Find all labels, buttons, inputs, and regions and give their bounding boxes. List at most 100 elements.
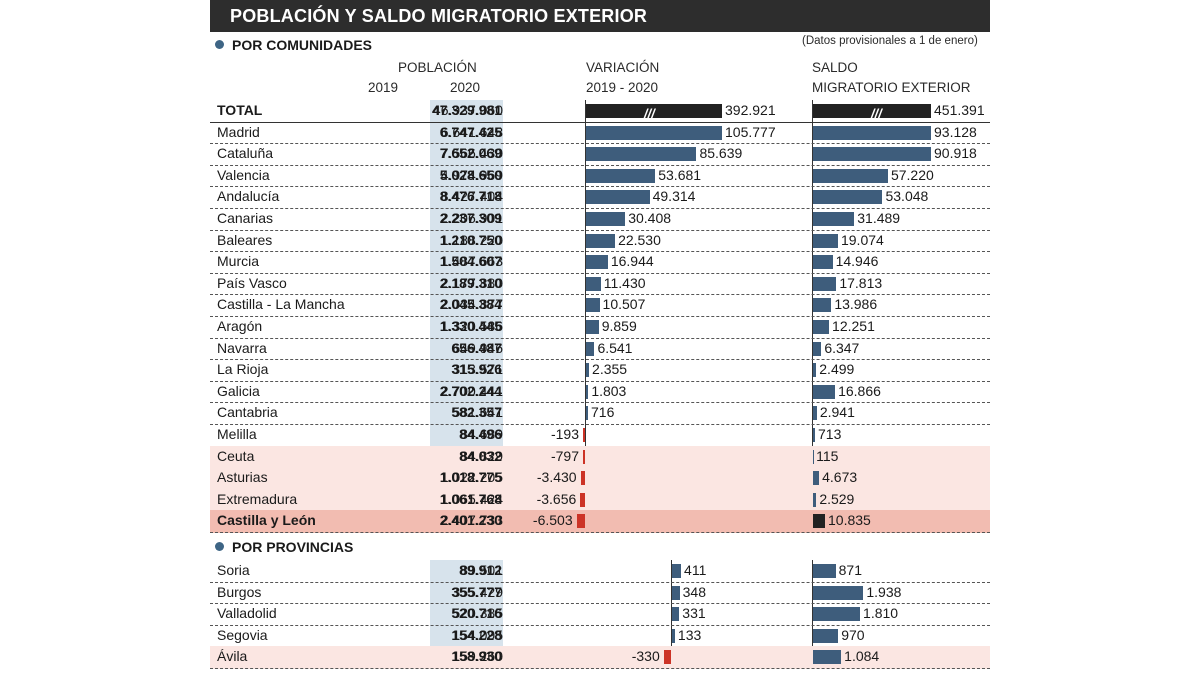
table-row: Melilla 84.689 84.496 -193 713 [210, 424, 990, 447]
population-2020: 6.747.425 [439, 123, 502, 140]
variacion-bar [672, 628, 675, 643]
table-row: Extremadura 1.065.424 1.061.768 -3.656 2.529 [210, 488, 990, 512]
population-2019: 6.641.648 [440, 123, 503, 140]
variacion-bar [586, 320, 599, 334]
table-row: La Rioja 313.571 315.926 2.355 2.499 [210, 359, 990, 382]
population-2020: 1.061.768 [439, 490, 502, 507]
section-comunidades: POR COMUNIDADES [215, 37, 372, 53]
row-name: Galicia [217, 382, 260, 399]
row-name: Ávila [217, 648, 248, 665]
saldo-label: 451.391 [934, 102, 985, 118]
header-2020: 2020 [450, 80, 481, 95]
variacion-bar [583, 449, 585, 464]
population-2020: 84.032 [459, 447, 502, 464]
population-2020: 315.926 [451, 361, 502, 378]
variacion-label: -797 [550, 447, 579, 464]
table-row: Valladolid 520.385 520.716 331 1.810 [210, 603, 990, 626]
table-row: Soria 89.501 89.912 411 871 [210, 560, 990, 583]
table-row: Aragón 1.320.586 1.330.445 9.859 12.251 [210, 316, 990, 339]
row-name: Murcia [217, 253, 260, 270]
table-row: Galicia 2.700.441 2.702.244 1.803 16.866 [210, 381, 990, 404]
row-name: Andalucía [217, 188, 280, 205]
population-2019: 8.427.404 [440, 188, 503, 205]
row-name: Cataluña [217, 145, 274, 162]
table-row: Canarias 2.206.901 2.237.309 30.408 31.489 [210, 208, 990, 231]
header-2019: 2019 [368, 80, 399, 95]
population-2019: 1.065.424 [440, 490, 503, 507]
saldo-bar [813, 298, 832, 313]
saldo-bar [813, 255, 833, 270]
variacion-label: 53.681 [658, 166, 702, 183]
population-2019: 154.095 [452, 626, 503, 643]
variacion-bar [672, 564, 682, 578]
saldo-bar: /// [813, 104, 931, 121]
row-name: Madrid [217, 123, 260, 140]
population-2020: 2.045.384 [439, 296, 502, 313]
saldo-label: 2.529 [819, 490, 855, 507]
axis-break-icon: /// [871, 106, 882, 121]
population-2019: 2.700.441 [440, 382, 503, 399]
variacion-bar [586, 233, 616, 248]
row-name: Baleares [217, 231, 273, 248]
saldo-bar [813, 406, 817, 421]
saldo-bar [813, 276, 837, 291]
population-2019: 1.022.205 [440, 469, 503, 486]
row-name: TOTAL [217, 102, 263, 118]
population-2019: 2.407.733 [440, 512, 503, 529]
variacion-bar [586, 341, 595, 356]
table-row: Segovia 154.095 154.228 133 970 [210, 625, 990, 648]
variacion-bar [580, 492, 585, 507]
population-2020: 2.401.230 [439, 512, 502, 529]
variacion-axis [671, 560, 672, 668]
population-2020: 158.930 [451, 648, 502, 665]
saldo-label: 970 [841, 626, 865, 643]
data-note: (Datos provisionales a 1 de enero) [802, 35, 978, 47]
row-name: País Vasco [217, 274, 287, 291]
population-2019: 84.829 [460, 447, 503, 464]
saldo-bar [813, 147, 931, 162]
population-2020: 656.487 [451, 339, 502, 356]
table-row: Cataluña 7.566.430 7.652.069 85.639 90.918 [210, 143, 990, 166]
saldo-bar [813, 628, 839, 643]
population-2019: 520.385 [452, 605, 503, 622]
population-2019: 4.974.969 [440, 166, 503, 183]
axis-break-icon: /// [644, 106, 655, 121]
saldo-bar [813, 320, 830, 334]
variacion-bar [586, 212, 626, 226]
chart-title: POBLACIÓN Y SALDO MIGRATORIO EXTERIOR [230, 6, 648, 26]
variacion-bar [586, 298, 600, 313]
population-2020: 1.330.445 [439, 318, 502, 334]
variacion-label: 411 [684, 562, 707, 578]
population-2019: 313.571 [452, 361, 503, 378]
row-name: Castilla y León [217, 512, 316, 529]
population-2020: 47.329.981 [432, 102, 503, 118]
header-poblacion: POBLACIÓN [398, 60, 477, 75]
saldo-label: 53.048 [885, 188, 929, 205]
saldo-bar [813, 125, 931, 140]
saldo-label: 1.084 [844, 648, 880, 665]
row-name: Aragón [217, 318, 263, 334]
saldo-label: 2.941 [819, 404, 855, 421]
saldo-bar [813, 564, 836, 578]
variacion-bar [580, 471, 585, 486]
saldo-label: 13.986 [834, 296, 878, 313]
population-2019: 159.260 [452, 648, 503, 665]
variacion-label: 392.921 [725, 102, 776, 118]
row-name: Extremadura [217, 490, 298, 507]
variacion-label: 133 [677, 626, 702, 643]
population-2020: 1.210.750 [439, 231, 502, 248]
population-2020: 1.018.775 [439, 469, 502, 486]
population-2019: 2.177.880 [440, 274, 503, 291]
population-2020: 1.504.607 [439, 253, 502, 270]
variacion-bar [586, 147, 697, 162]
variacion-label: -3.656 [536, 490, 577, 507]
header-saldo: SALDO [812, 60, 858, 75]
row-name: Ceuta [217, 447, 255, 464]
saldo-bar [813, 190, 883, 205]
population-2020: 84.496 [459, 426, 502, 442]
population-2019: 46.937.060 [432, 102, 503, 118]
variacion-label: 30.408 [628, 210, 672, 226]
population-2020: 8.476.718 [439, 188, 502, 205]
variacion-bar [672, 585, 680, 600]
variacion-bar [586, 125, 722, 140]
